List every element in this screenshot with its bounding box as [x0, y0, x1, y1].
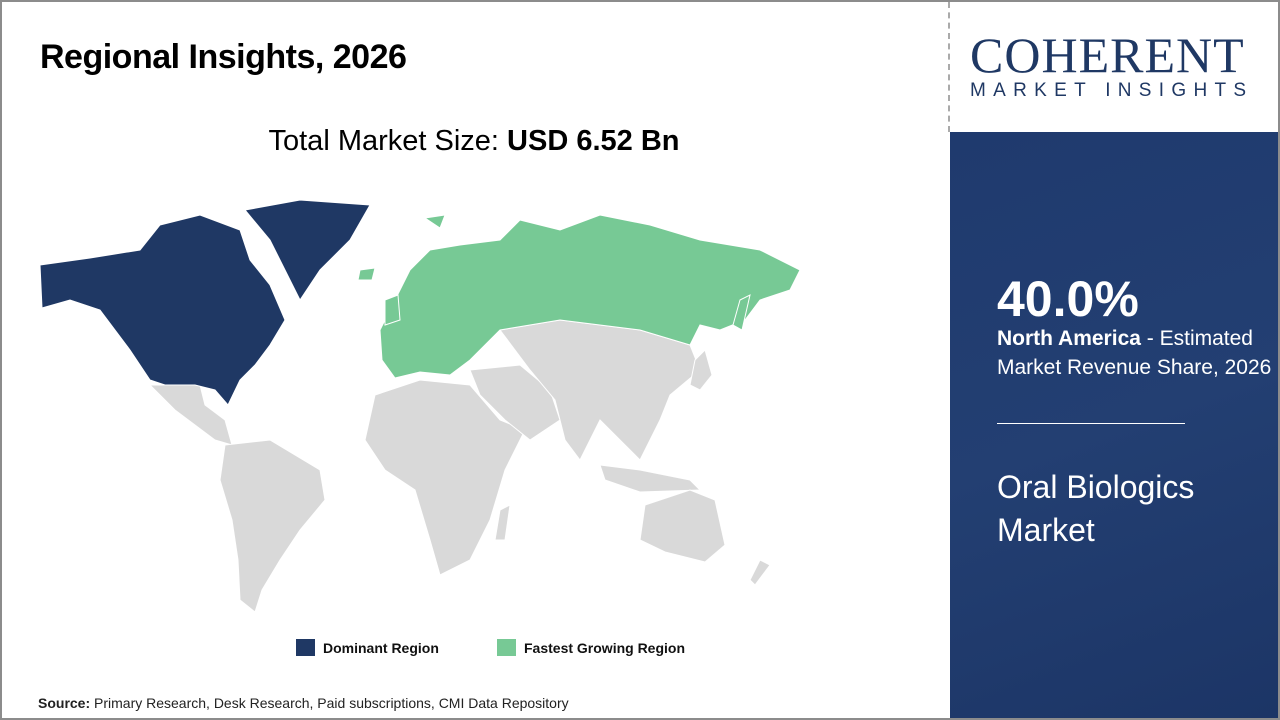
greenland	[244, 199, 371, 301]
page-title: Regional Insights, 2026	[40, 38, 407, 76]
market-name: Oral Biologics Market	[997, 469, 1195, 548]
market-share-value: 40.0%	[997, 271, 1139, 327]
uk-ireland	[384, 294, 401, 326]
panel-divider	[997, 423, 1185, 424]
legend-label: Dominant Region	[323, 639, 439, 656]
new-zealand	[749, 559, 771, 586]
source-label: Source:	[38, 695, 91, 711]
share-description: - Estimated Market Revenue Share, 2026	[997, 327, 1272, 379]
info-panel: 40.0% North America - Estimated Market R…	[950, 132, 1278, 718]
australia	[639, 489, 726, 563]
world-map	[39, 199, 801, 613]
legend-swatch-dominant	[296, 639, 315, 656]
north-america	[39, 214, 286, 406]
source-note: Source: Primary Research, Desk Research,…	[38, 695, 569, 711]
legend-fastest: Fastest Growing Region	[497, 639, 685, 656]
divider-dashed	[948, 2, 950, 132]
legend-label: Fastest Growing Region	[524, 639, 686, 656]
region-name: North America	[997, 327, 1141, 350]
europe-russia	[379, 214, 801, 379]
total-market-size: Total Market Size: USD 6.52 Bn	[0, 125, 948, 158]
novaya-zemlya	[423, 214, 446, 229]
japan	[689, 349, 713, 391]
total-market-value: USD 6.52 Bn	[507, 125, 680, 157]
market-share-description: North America - Estimated Market Revenue…	[997, 324, 1272, 382]
iceland	[357, 267, 376, 281]
total-market-label: Total Market Size:	[268, 125, 499, 157]
kamchatka	[732, 294, 751, 331]
company-logo: COHERENT MARKET INSIGHTS	[950, 2, 1278, 132]
legend-swatch-fastest	[497, 639, 516, 656]
south-america	[219, 439, 326, 613]
indonesia	[599, 464, 702, 493]
africa	[364, 379, 526, 576]
source-text: Primary Research, Desk Research, Paid su…	[94, 695, 569, 711]
madagascar	[494, 504, 511, 541]
legend-dominant: Dominant Region	[296, 639, 439, 656]
logo-name: COHERENT	[970, 27, 1245, 83]
middle-east	[469, 364, 561, 441]
logo-tagline: MARKET INSIGHTS	[970, 80, 1254, 101]
